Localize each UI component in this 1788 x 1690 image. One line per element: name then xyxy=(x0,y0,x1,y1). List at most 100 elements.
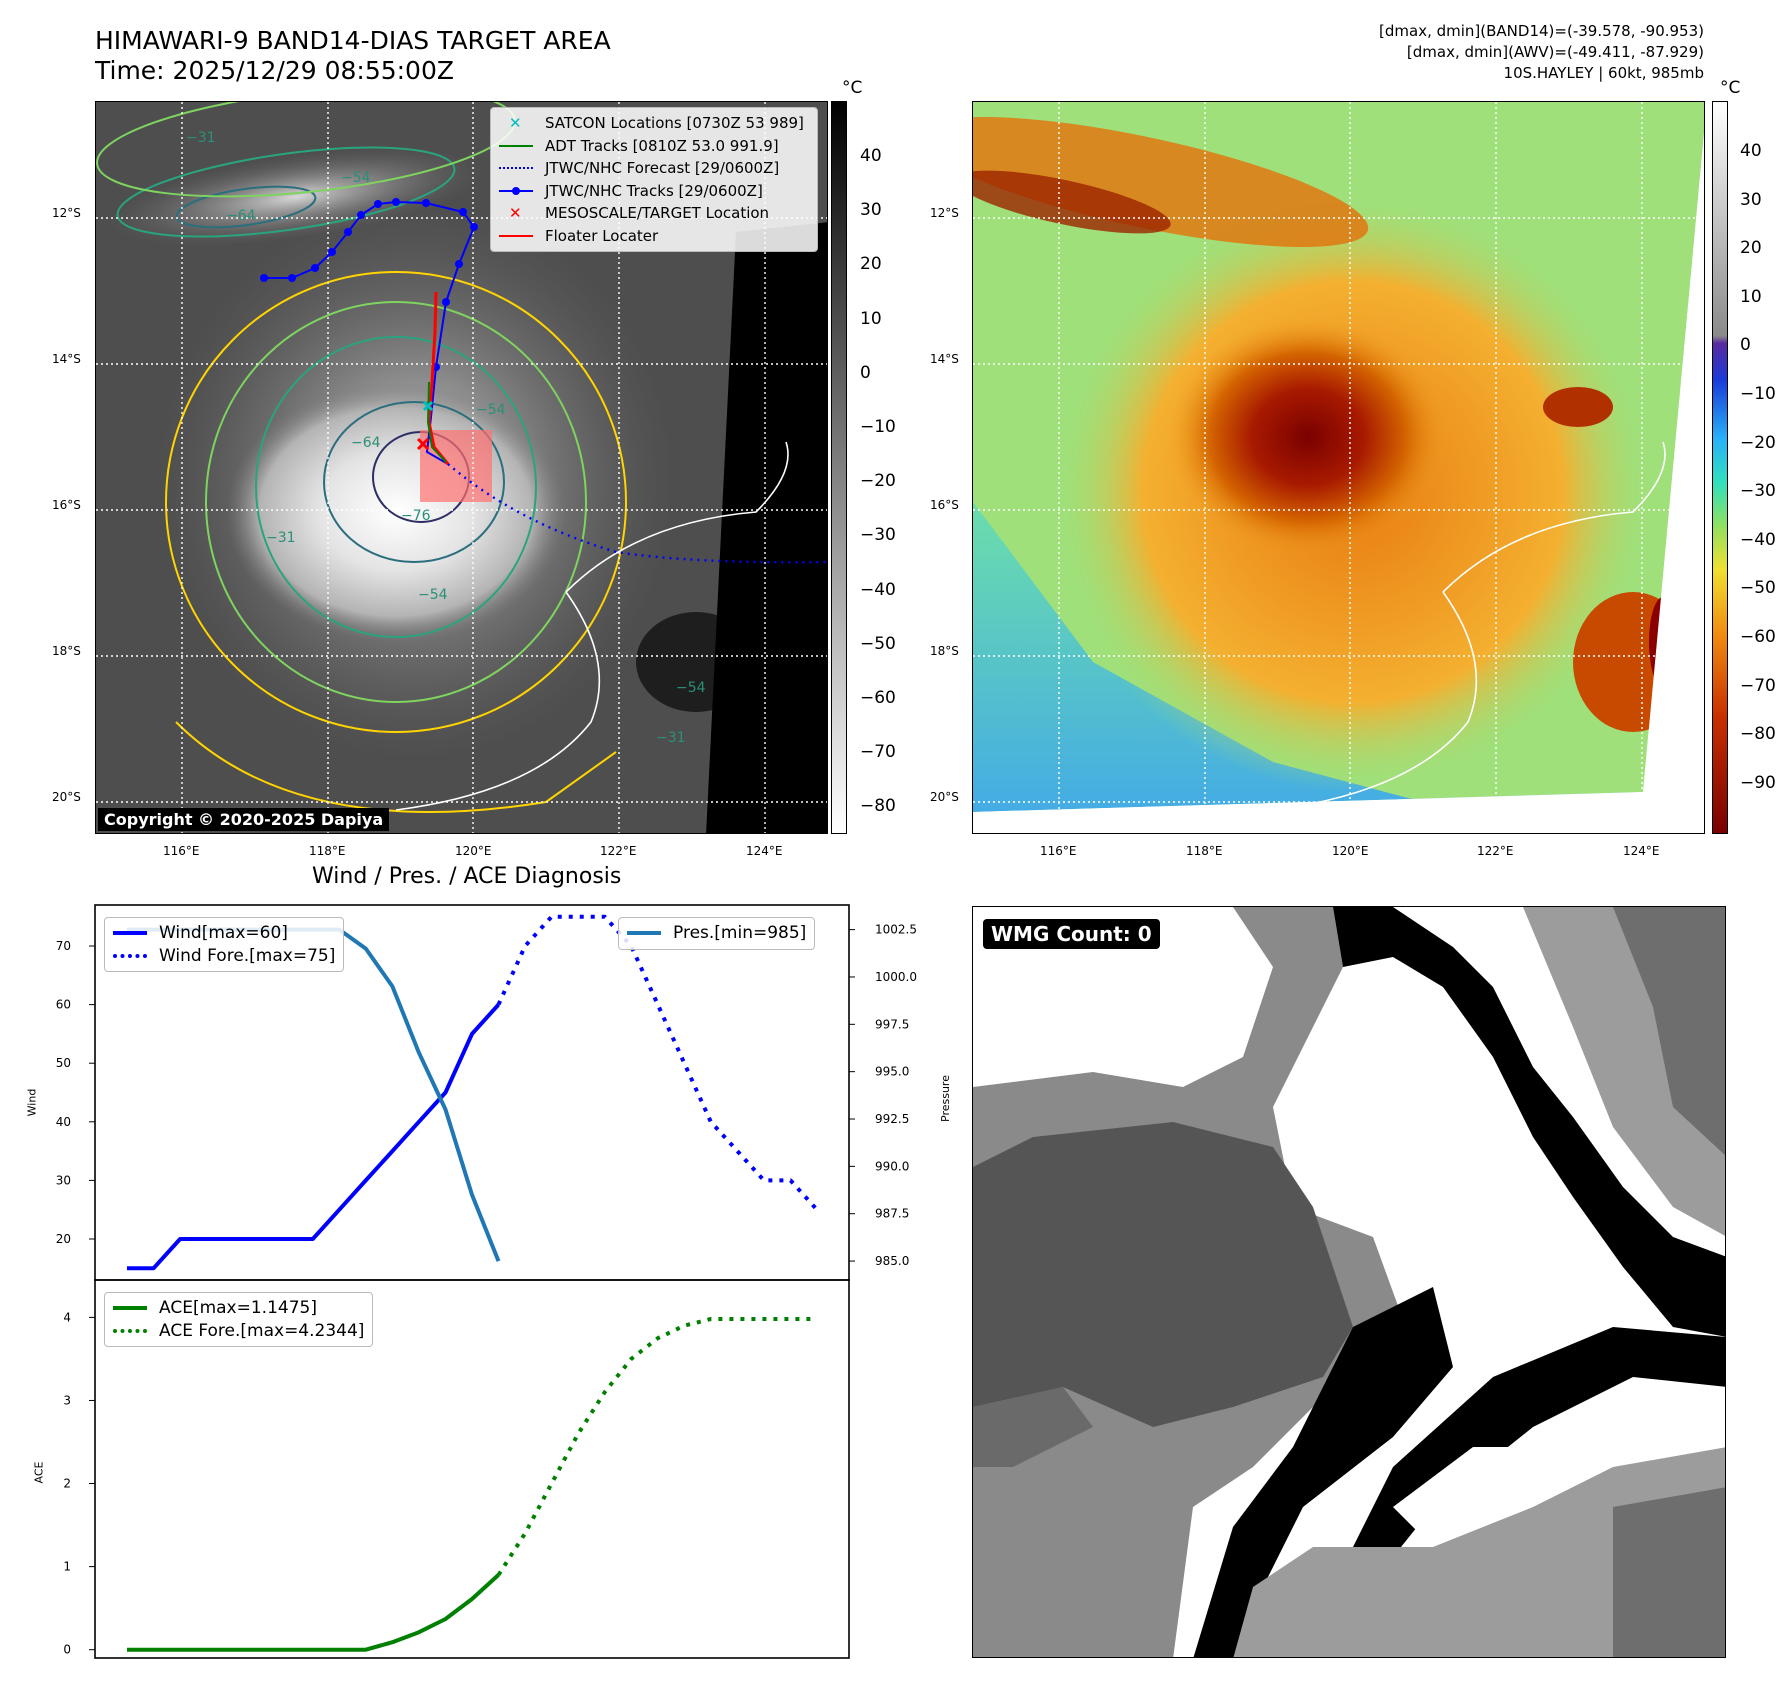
ir-contour-label: −64 xyxy=(226,208,256,224)
colorbar-tick-label: −20 xyxy=(1740,432,1776,453)
y-right-tick-label: 992.5 xyxy=(875,1112,909,1126)
wv-upper-core xyxy=(973,170,1171,234)
ir-swath-edge xyxy=(706,222,827,833)
y-right-tick-label: 1000.0 xyxy=(875,970,917,984)
wind-pressure-plot: 20 30 40 50 60 70 985.0 987.5 990.0 992.5 995.0 997… xyxy=(56,904,917,1281)
lat-label: 16°S xyxy=(52,498,81,512)
colorbar-tick-label: −30 xyxy=(860,525,896,546)
colorbar-tick-label: −30 xyxy=(1740,481,1776,502)
y-tick-label: 70 xyxy=(56,939,71,953)
lon-label: 118°E xyxy=(309,844,346,858)
pressure-axis-label: Pressure xyxy=(938,1075,952,1122)
wmg-black-south xyxy=(1353,1327,1725,1557)
wmg-black-west xyxy=(1193,1287,1453,1657)
ir-contour-64 xyxy=(323,401,505,563)
ace-axis-label: ACE xyxy=(32,1461,46,1484)
legend-item-wind: Wind[max=60] xyxy=(113,922,335,945)
ir-contour-label: −54 xyxy=(476,402,506,418)
lat-label: 14°S xyxy=(52,352,81,366)
line-icon xyxy=(627,926,661,940)
y-tick-label: 60 xyxy=(56,998,71,1012)
series-line-ace-fore- xyxy=(496,1317,817,1576)
line-icon xyxy=(499,229,533,243)
ir-contour-label: −31 xyxy=(186,130,216,146)
colorbar-tick-label: −10 xyxy=(1740,384,1776,404)
legend-label: JTWC/NHC Forecast [29/0600Z] xyxy=(545,159,780,177)
ir-legend: ✕ SATCON Locations [0730Z 53 989] ADT Tr… xyxy=(490,107,818,252)
line-icon xyxy=(113,926,147,940)
ir-contour-label: −54 xyxy=(676,680,706,696)
colorbar-tick-label: 10 xyxy=(860,308,882,329)
lat-label: 16°S xyxy=(930,498,959,512)
y-tick-label: 20 xyxy=(56,1232,71,1246)
ir-upper-band xyxy=(107,147,485,247)
colorbar-tick-label: 0 xyxy=(860,362,871,383)
colorbar-tick-label: −10 xyxy=(860,417,896,437)
lat-label: 12°S xyxy=(930,206,959,220)
y-right-tick-label: 997.5 xyxy=(875,1017,909,1031)
info-line3: 10S.HAYLEY | 60kt, 985mb xyxy=(1503,64,1704,82)
legend-item-target: ✕ MESOSCALE/TARGET Location xyxy=(499,202,809,225)
ace-legend: ACE[max=1.1475] ACE Fore.[max=4.2344] xyxy=(104,1292,374,1347)
y-tick-label: 3 xyxy=(63,1393,71,1407)
colorbar-tick-label: 40 xyxy=(860,146,882,166)
ir-target-marker xyxy=(416,437,430,451)
colorbar-tick-label: −50 xyxy=(1740,578,1776,599)
legend-label: MESOSCALE/TARGET Location xyxy=(545,204,770,222)
colorbar-tick-label: 40 xyxy=(1740,141,1762,161)
legend-item-wind-forecast: Wind Fore.[max=75] xyxy=(113,945,335,968)
ir-contour-label: −54 xyxy=(341,170,371,186)
legend-label: ADT Tracks [0810Z 53.0 991.9] xyxy=(545,136,779,155)
ir-contour-41 xyxy=(205,301,587,703)
ir-satellite-panel: −54 −64 −31 −64 −76 −54 −31 −54 −31 −54 … xyxy=(95,101,828,834)
wv-dry-region xyxy=(973,502,1643,812)
wv-east-cell xyxy=(1543,387,1613,427)
legend-label: Wind Fore.[max=75] xyxy=(159,945,336,966)
lon-label: 122°E xyxy=(600,844,637,858)
colorbar-tick-label: −60 xyxy=(1740,627,1776,647)
colorbar-tick-label: −80 xyxy=(1740,724,1776,745)
legend-item-jtwc-tracks: JTWC/NHC Tracks [29/0600Z] xyxy=(499,180,809,203)
y-tick-label: 2 xyxy=(63,1477,71,1491)
legend-label: SATCON Locations [0730Z 53 989] xyxy=(545,114,804,132)
copyright-label: Copyright © 2020-2025 Dapiya xyxy=(98,808,390,831)
figure-title-line2: Time: 2025/12/29 08:55:00Z xyxy=(95,56,454,85)
colorbar-tick-label: −40 xyxy=(1740,529,1776,550)
colorbar-tick-label: 0 xyxy=(1740,335,1751,356)
colorbar-tick-label: 20 xyxy=(1740,238,1762,259)
lon-label: 124°E xyxy=(746,844,783,858)
y-tick-label: 50 xyxy=(56,1056,71,1070)
legend-label: Pres.[min=985] xyxy=(673,923,807,943)
legend-item-adt: ADT Tracks [0810Z 53.0 991.9] xyxy=(499,135,809,158)
colorbar-tick-label: −70 xyxy=(860,742,896,763)
diagnosis-title: Wind / Pres. / ACE Diagnosis xyxy=(312,864,622,889)
wmg-gray-dark xyxy=(973,1122,1353,1427)
ir-contour-outer xyxy=(175,721,617,813)
dotted-line-icon xyxy=(499,161,533,175)
colorbar-tick-label: −50 xyxy=(860,633,896,654)
wv-coastline xyxy=(1272,441,1666,811)
ir-satcon-marker xyxy=(422,400,434,412)
lat-label: 14°S xyxy=(930,352,959,366)
y-right-tick-label: 995.0 xyxy=(875,1065,909,1079)
x-marker-icon: ✕ xyxy=(509,204,522,223)
ir-jtwc-track-points xyxy=(260,198,478,371)
ir-adt-track xyxy=(426,381,447,463)
y-tick-label: 1 xyxy=(63,1560,71,1574)
wmg-panel: WMG Count: 0 xyxy=(972,906,1726,1658)
ir-coastline xyxy=(395,441,789,811)
lat-label: 18°S xyxy=(52,644,81,658)
lon-label: 118°E xyxy=(1186,844,1223,858)
colorbar-tick-label: 30 xyxy=(1740,189,1762,210)
wv-map-svg xyxy=(973,102,1704,833)
wmg-gray-east-dark xyxy=(1613,907,1725,1156)
series-line-wind-fore- xyxy=(496,914,819,1212)
wmg-map-svg xyxy=(973,907,1725,1657)
info-line1: [dmax, dmin](BAND14)=(-39.578, -90.953) xyxy=(1379,22,1704,40)
colorbar-tick-label: −60 xyxy=(860,688,896,708)
colorbar-tick-label: −80 xyxy=(860,796,896,817)
ir-band-contour-64 xyxy=(175,185,317,229)
legend-item-floater: Floater Locater xyxy=(499,225,809,248)
ace-plot: 0 1 2 3 4 xyxy=(63,1279,850,1659)
